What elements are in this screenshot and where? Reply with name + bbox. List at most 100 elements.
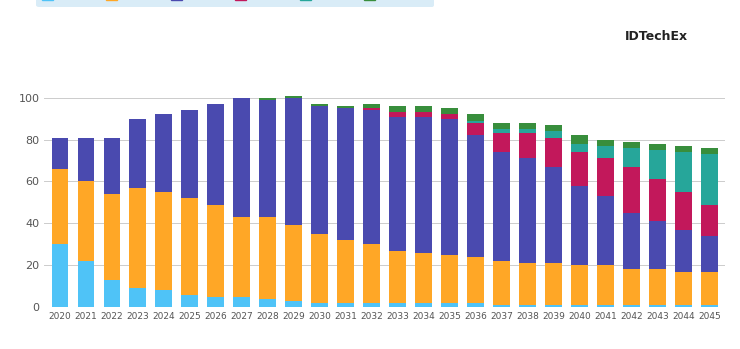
Bar [181,198,198,295]
Bar [519,129,536,133]
Bar [286,225,303,301]
Bar [415,253,432,303]
Bar [649,305,666,307]
Bar [441,255,458,303]
Legend: Level 0, Level 1, Level 2, Level 3, Level 4, Robotaxi: Level 0, Level 1, Level 2, Level 3, Leve… [36,0,434,7]
Bar [623,148,640,167]
Bar [675,305,692,307]
Bar [675,230,692,272]
Bar [260,100,276,217]
Bar [571,265,588,305]
Bar [702,148,718,154]
Bar [675,192,692,230]
Bar [623,305,640,307]
Bar [52,169,68,244]
Bar [181,295,198,307]
Bar [519,158,536,263]
Bar [415,106,432,112]
Bar [597,196,614,265]
Bar [52,244,68,307]
Bar [363,104,380,108]
Bar [78,138,95,181]
Bar [702,205,718,236]
Bar [260,217,276,299]
Bar [467,303,484,307]
Text: IDTechEx: IDTechEx [625,30,688,43]
Bar [597,146,614,158]
Bar [207,205,224,297]
Bar [649,144,666,150]
Bar [519,133,536,158]
Bar [130,119,147,188]
Bar [389,106,406,112]
Bar [363,303,380,307]
Bar [233,297,250,307]
Bar [494,133,510,152]
Bar [130,288,147,307]
Bar [389,112,406,117]
Bar [363,244,380,303]
Bar [441,119,458,255]
Bar [519,305,536,307]
Bar [571,135,588,144]
Bar [286,98,303,225]
Bar [649,179,666,221]
Bar [467,123,484,135]
Bar [363,108,380,110]
Bar [389,251,406,303]
Bar [78,181,95,261]
Bar [597,140,614,146]
Bar [155,114,172,192]
Bar [104,194,121,280]
Bar [312,106,329,234]
Bar [233,98,250,217]
Bar [260,299,276,307]
Bar [494,123,510,129]
Bar [494,129,510,133]
Bar [312,104,329,106]
Bar [415,303,432,307]
Bar [337,108,354,240]
Bar [545,167,562,263]
Bar [597,305,614,307]
Bar [571,186,588,265]
Bar [233,217,250,297]
Bar [467,257,484,303]
Bar [207,104,224,205]
Bar [389,117,406,251]
Bar [545,305,562,307]
Bar [467,135,484,257]
Bar [494,305,510,307]
Bar [155,290,172,307]
Bar [675,272,692,305]
Bar [545,263,562,305]
Bar [649,150,666,179]
Bar [597,265,614,305]
Bar [597,158,614,196]
Bar [337,303,354,307]
Bar [441,303,458,307]
Bar [337,240,354,303]
Bar [702,154,718,205]
Bar [415,112,432,117]
Bar [104,280,121,307]
Bar [571,152,588,186]
Bar [623,213,640,269]
Bar [78,261,95,307]
Bar [389,303,406,307]
Bar [494,261,510,305]
Bar [155,192,172,290]
Bar [519,123,536,129]
Bar [675,146,692,152]
Bar [545,125,562,131]
Bar [441,114,458,119]
Bar [181,110,198,198]
Bar [207,297,224,307]
Text: Research: Research [670,30,722,40]
Bar [286,301,303,307]
Bar [312,234,329,303]
Bar [702,236,718,272]
Bar [675,152,692,192]
Bar [545,131,562,138]
Bar [415,117,432,253]
